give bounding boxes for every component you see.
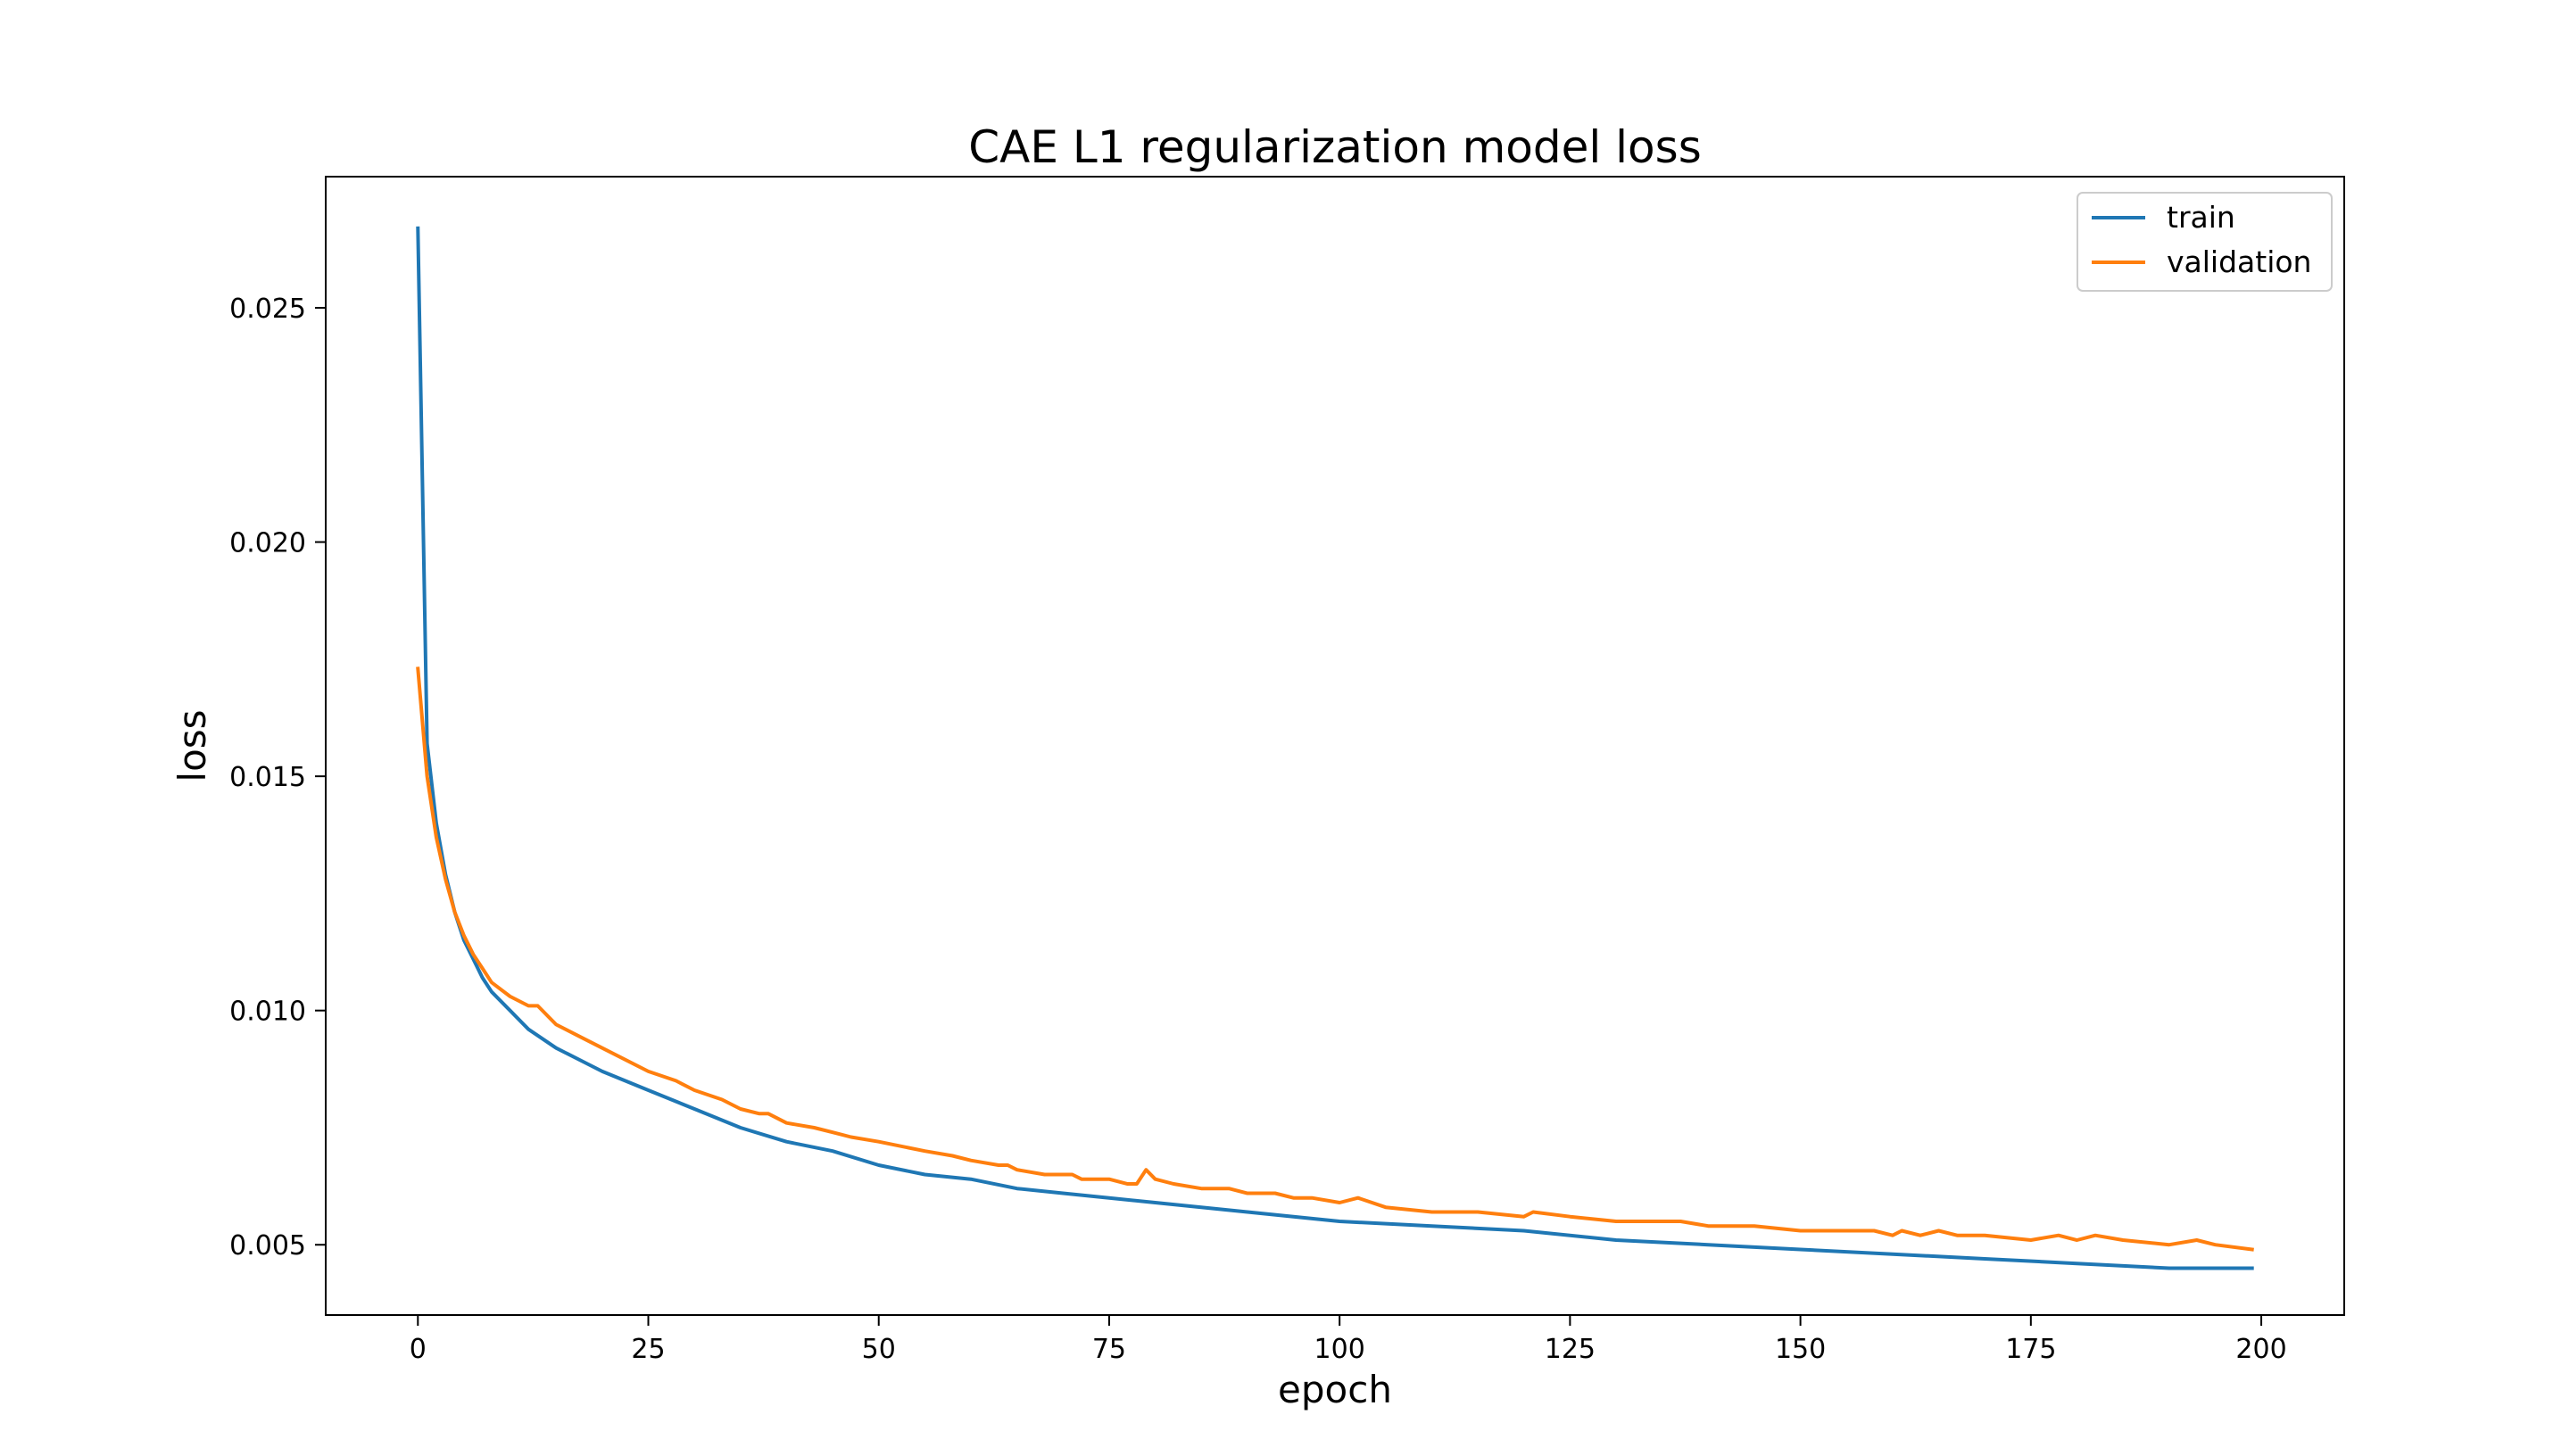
series-line-train [416, 226, 2254, 1270]
legend-label-validation: validation [2167, 244, 2311, 279]
y-axis-label: loss [170, 709, 214, 782]
x-tick-label: 125 [1545, 1334, 1596, 1365]
y-tick-label: 0.005 [229, 1230, 306, 1262]
y-axis: 0.005 0.010 0.015 0.020 0.025 [229, 294, 326, 1262]
legend: train validation [2077, 192, 2333, 292]
y-tick-label: 0.020 [229, 528, 306, 559]
x-tick-label: 200 [2235, 1334, 2286, 1365]
x-tick-label: 25 [631, 1334, 665, 1365]
y-tick-label: 0.015 [229, 762, 306, 793]
x-tick-label: 0 [410, 1334, 427, 1365]
y-tick-label: 0.010 [229, 997, 306, 1028]
x-axis-label: epoch [1278, 1368, 1392, 1411]
x-tick-label: 175 [2005, 1334, 2056, 1365]
y-tick-label: 0.025 [229, 294, 306, 325]
legend-label-train: train [2167, 200, 2235, 235]
chart-title: CAE L1 regularization model loss [968, 121, 1702, 173]
x-tick-label: 50 [862, 1334, 896, 1365]
x-tick-label: 100 [1314, 1334, 1365, 1365]
x-tick-label: 75 [1092, 1334, 1126, 1365]
x-axis: 0 25 50 75 100 125 150 175 200 [410, 1315, 2287, 1365]
plot-lines [416, 226, 2254, 1270]
x-tick-label: 150 [1775, 1334, 1826, 1365]
plot-frame [325, 176, 2345, 1316]
series-line-validation [416, 666, 2254, 1252]
